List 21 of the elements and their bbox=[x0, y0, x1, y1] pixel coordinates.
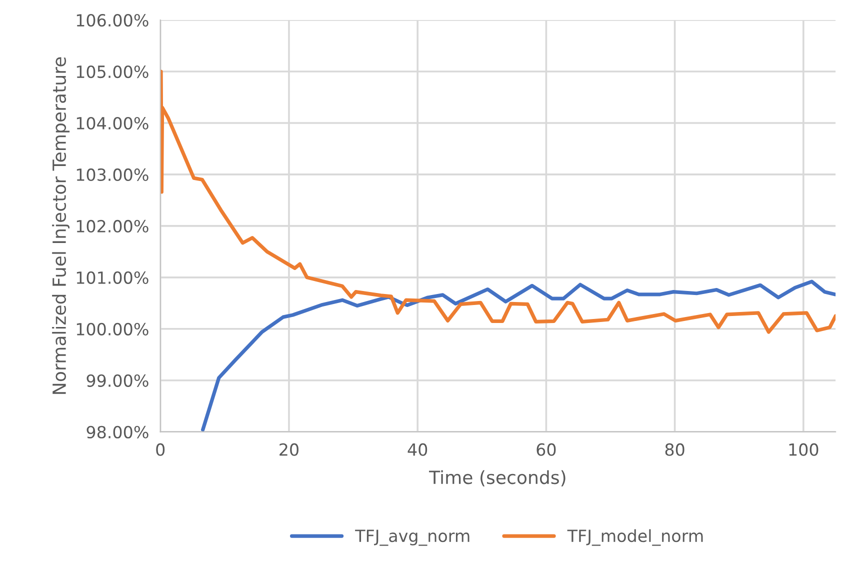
x-tick-label: 40 bbox=[408, 443, 428, 456]
x-tick-label: 0 bbox=[156, 443, 165, 456]
y-tick-label: 103.00% bbox=[76, 168, 148, 182]
line-series bbox=[160, 70, 836, 334]
legend-label: TFJ_model_norm bbox=[567, 529, 703, 546]
y-tick-label: 106.00% bbox=[76, 14, 148, 27]
y-tick-label: 99.00% bbox=[86, 374, 148, 387]
y-tick-label: 104.00% bbox=[76, 116, 148, 130]
y-axis-title: Normalized Fuel Injector Temperature bbox=[52, 57, 70, 394]
y-tick-label: 100.00% bbox=[76, 322, 148, 336]
x-tick-label: 100 bbox=[789, 443, 818, 456]
y-tick-label: 98.00% bbox=[86, 426, 148, 438]
y-tick-label: 101.00% bbox=[76, 271, 148, 284]
legend-label: TFJ_avg_norm bbox=[355, 530, 470, 546]
y-tick-label: 105.00% bbox=[76, 65, 148, 78]
x-axis-title: Time (seconds) bbox=[429, 470, 566, 486]
line-series bbox=[200, 280, 836, 432]
x-tick-label: 20 bbox=[280, 443, 298, 456]
x-tick-label: 60 bbox=[536, 443, 556, 456]
y-tick-label: 102.00% bbox=[76, 220, 148, 233]
x-tick-label: 80 bbox=[665, 443, 684, 456]
